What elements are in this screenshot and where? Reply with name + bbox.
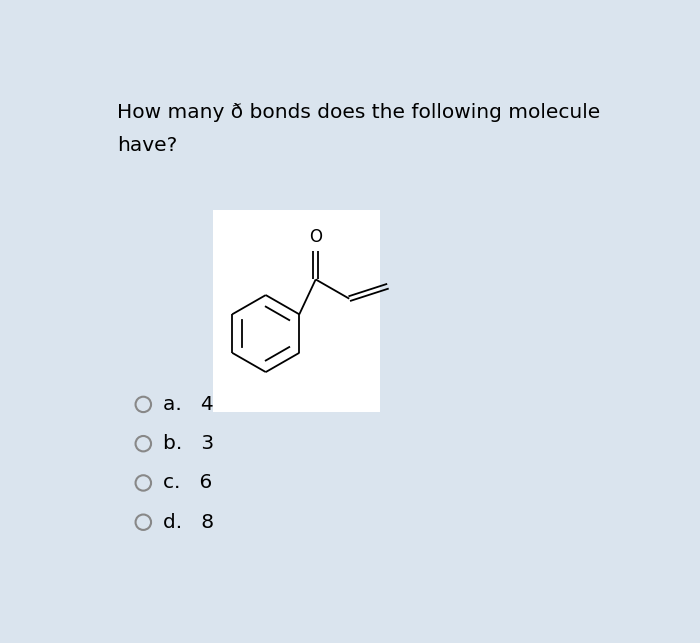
Text: d.   8: d. 8 <box>162 512 214 532</box>
Text: c.   6: c. 6 <box>162 473 212 493</box>
Text: have?: have? <box>117 136 177 155</box>
Text: How many ð bonds does the following molecule: How many ð bonds does the following mole… <box>117 103 600 122</box>
Text: a.   4: a. 4 <box>162 395 214 414</box>
Text: b.   3: b. 3 <box>162 434 214 453</box>
Text: O: O <box>309 228 322 246</box>
FancyBboxPatch shape <box>213 210 379 412</box>
